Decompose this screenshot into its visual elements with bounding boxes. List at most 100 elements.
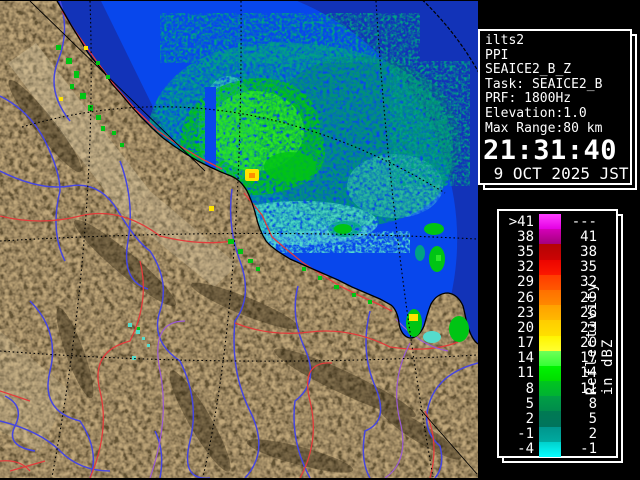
color-scale-row: 29 32 xyxy=(501,274,616,291)
scale-color-swatch xyxy=(539,426,561,442)
coastline xyxy=(56,1,478,345)
scale-label-left: 26 xyxy=(517,289,534,306)
scale-label-right: 38 xyxy=(580,243,597,260)
scale-color-swatch xyxy=(539,365,561,382)
scale-label-left: 2 xyxy=(525,411,534,428)
status-line: Max Range:80 km xyxy=(485,120,603,136)
color-scale-row: 17 20 xyxy=(501,335,616,352)
echo-orange-cell xyxy=(249,173,255,178)
railway-line xyxy=(419,408,478,475)
scale-label-left: 32 xyxy=(517,259,534,276)
parallel-line xyxy=(0,232,478,242)
echo-speckle-top xyxy=(160,13,420,63)
echo-island xyxy=(424,223,444,235)
status-window[interactable]: ilts2 PPI SEAICE2_B_Z Task: SEAICE2_B PRF: 1… xyxy=(478,29,637,190)
parallel-line xyxy=(0,350,478,362)
meridian-line xyxy=(375,1,434,478)
color-scale-row: 14 17 xyxy=(501,350,616,367)
color-scale-row: -1 2 xyxy=(501,426,616,443)
scale-color-swatch xyxy=(539,274,561,290)
scale-label-right: 29 xyxy=(580,289,597,306)
scale-label-right: 5 xyxy=(588,411,597,428)
scale-color-swatch xyxy=(539,229,561,245)
scale-label-right: -1 xyxy=(580,441,597,458)
scale-label-right: 23 xyxy=(580,319,597,336)
date-readout: 9 OCT 2025 JST xyxy=(484,164,629,184)
echo-bright-core xyxy=(264,152,316,182)
graticule xyxy=(0,1,478,478)
clock-readout: 21:31:40 xyxy=(483,135,618,167)
status-line: PPI xyxy=(485,47,509,63)
status-line: SEAICE2_B_Z xyxy=(485,62,572,78)
scale-color-swatch xyxy=(539,396,561,412)
scale-label-left: 23 xyxy=(517,304,534,321)
scale-color-swatch xyxy=(539,320,561,336)
scale-label-right: 17 xyxy=(580,350,597,367)
coastal-echoes xyxy=(56,45,469,360)
scale-label-left: >41 xyxy=(508,213,534,230)
scale-color-swatch xyxy=(539,350,561,366)
status-line: Elevation:1.0 xyxy=(485,105,587,121)
scale-label-left: 8 xyxy=(525,380,534,397)
echo-island xyxy=(334,224,352,234)
parallel-line xyxy=(21,106,446,194)
scale-label-left: 14 xyxy=(517,350,534,367)
scale-label-left: 17 xyxy=(517,335,534,352)
scale-label-left: 5 xyxy=(525,395,534,412)
scale-color-swatch xyxy=(539,305,561,321)
scale-color-swatch xyxy=(539,214,561,230)
scale-label-right: 11 xyxy=(580,380,597,397)
color-scale-row: 32 35 xyxy=(501,259,616,276)
scale-label-left: 29 xyxy=(517,274,534,291)
color-scale-row: >41 --- xyxy=(501,213,616,230)
scale-label-left: -4 xyxy=(517,441,534,458)
status-window-body: ilts2 PPI SEAICE2_B_Z Task: SEAICE2_B PRF: 1… xyxy=(478,29,632,185)
status-lines: ilts2 PPI SEAICE2_B_Z Task: SEAICE2_B PRF: 1… xyxy=(480,31,630,136)
scale-label-right: 2 xyxy=(588,426,597,443)
echo-speckle-right xyxy=(390,61,470,186)
scale-label-left: 20 xyxy=(517,319,534,336)
color-scale-title: Reflectivity in dBZ xyxy=(584,281,616,395)
hillshade-light xyxy=(8,43,150,213)
scale-color-swatch xyxy=(539,259,561,275)
scale-label-left: 11 xyxy=(517,365,534,382)
ridge-shading xyxy=(8,79,461,473)
scale-label-right: 20 xyxy=(580,335,597,352)
meridian-line xyxy=(202,1,242,478)
echo-speckle-south xyxy=(230,231,410,253)
echo-bright-core xyxy=(208,91,304,171)
scale-label-right: 26 xyxy=(580,304,597,321)
boundary-lines xyxy=(149,318,449,478)
meridian-line xyxy=(51,1,92,478)
terrain xyxy=(0,1,478,478)
scale-color-swatch xyxy=(539,289,561,306)
color-scale-rows: >41 --- 38 41 35 38 32 35 29 32 26 29 23 26 20 23 17 20 14… xyxy=(499,211,616,458)
color-scale-row: 23 26 xyxy=(501,304,616,321)
scale-label-right: 8 xyxy=(588,395,597,412)
color-scale-row: 8 11 xyxy=(501,380,616,397)
color-scale-row: 26 29 xyxy=(501,289,616,306)
color-scale-row: 35 38 xyxy=(501,243,616,260)
color-scale-row: 20 23 xyxy=(501,319,616,336)
railway-line xyxy=(29,1,206,172)
color-scale-window[interactable]: >41 --- 38 41 35 38 32 35 29 32 26 29 23 26 20 23 17 20 14… xyxy=(497,209,623,463)
status-line: PRF: 1800Hz xyxy=(485,91,572,107)
status-line: ilts2 xyxy=(485,33,525,48)
scale-label-right: 41 xyxy=(580,228,597,245)
scale-color-swatch xyxy=(539,411,561,427)
scale-label-right: --- xyxy=(571,213,597,230)
color-scale-row: -4 -1 xyxy=(501,441,616,458)
scale-label-right: 35 xyxy=(580,259,597,276)
scale-color-swatch xyxy=(539,381,561,397)
scale-label-right: 32 xyxy=(580,274,597,291)
land-area xyxy=(0,1,478,478)
scale-label-left: 38 xyxy=(517,228,534,245)
scale-color-swatch xyxy=(539,244,561,260)
scale-color-swatch xyxy=(539,441,561,457)
radar-display xyxy=(0,1,478,478)
scale-label-left: -1 xyxy=(517,426,534,443)
hillshade-light xyxy=(122,191,238,287)
